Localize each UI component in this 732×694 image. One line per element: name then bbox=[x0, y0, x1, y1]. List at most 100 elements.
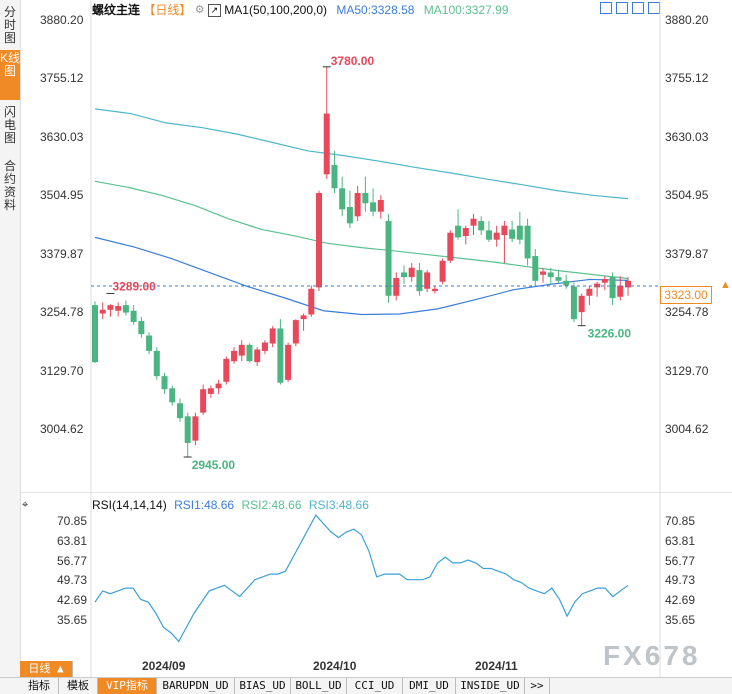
tab-vip-indicators[interactable]: VIP指标 bbox=[98, 678, 157, 694]
candle[interactable] bbox=[509, 221, 516, 243]
candle[interactable] bbox=[393, 272, 400, 301]
candle[interactable] bbox=[115, 302, 122, 317]
candle[interactable] bbox=[316, 190, 323, 292]
candle[interactable] bbox=[385, 214, 392, 303]
candle[interactable] bbox=[107, 304, 114, 317]
tab-flash[interactable]: 闪电图 bbox=[3, 105, 16, 145]
candle[interactable] bbox=[594, 281, 601, 297]
candle[interactable] bbox=[269, 326, 276, 348]
candle[interactable] bbox=[485, 221, 492, 243]
candle[interactable] bbox=[455, 209, 462, 240]
candle[interactable] bbox=[176, 398, 183, 422]
candle[interactable] bbox=[169, 385, 176, 406]
tab-cci[interactable]: CCI_UD bbox=[347, 678, 403, 694]
candle[interactable] bbox=[362, 176, 369, 212]
candle[interactable] bbox=[470, 214, 477, 236]
candle[interactable] bbox=[339, 176, 346, 217]
candle[interactable] bbox=[617, 276, 624, 301]
rsi-tick-right: 49.73 bbox=[665, 573, 696, 588]
left-tab-bar: 分时图 K线图 闪电图 合约资料 bbox=[0, 0, 21, 693]
candle[interactable] bbox=[346, 190, 353, 229]
ma-toggle-icon[interactable]: ↗ bbox=[207, 3, 221, 17]
tab-bias[interactable]: BIAS_UD bbox=[235, 678, 291, 694]
zoom-in-icon[interactable] bbox=[632, 2, 644, 14]
candle[interactable] bbox=[331, 150, 338, 193]
tab-indicators[interactable]: 指标 bbox=[20, 678, 59, 694]
more-tabs-button[interactable]: >> bbox=[525, 678, 550, 694]
candle[interactable] bbox=[285, 342, 292, 383]
rsi-chart[interactable] bbox=[0, 493, 732, 677]
tab-period-daily[interactable]: 日线 ▲ bbox=[20, 661, 73, 677]
candle[interactable] bbox=[408, 263, 415, 282]
move-icon[interactable] bbox=[600, 2, 612, 14]
tab-kline[interactable]: K线图 bbox=[0, 50, 20, 100]
candle[interactable] bbox=[547, 267, 554, 285]
candle[interactable] bbox=[563, 274, 570, 289]
tab-barupdn[interactable]: BARUPDN_UD bbox=[157, 678, 235, 694]
candle[interactable] bbox=[254, 347, 261, 366]
candle[interactable] bbox=[377, 195, 384, 219]
candle[interactable] bbox=[478, 216, 485, 236]
settings-gear-icon[interactable]: ⚙ bbox=[194, 4, 205, 16]
tab-dmi[interactable]: DMI_UD bbox=[403, 678, 456, 694]
candle[interactable] bbox=[238, 340, 245, 362]
price-tick-right: 3129.70 bbox=[665, 363, 709, 378]
rsi-label: RSI(14,14,14) bbox=[92, 498, 167, 512]
candle[interactable] bbox=[146, 332, 153, 355]
candle[interactable] bbox=[540, 267, 547, 283]
candle[interactable] bbox=[439, 258, 446, 285]
candle[interactable] bbox=[424, 270, 431, 293]
candle[interactable] bbox=[122, 300, 129, 316]
candle[interactable] bbox=[323, 66, 330, 179]
candle[interactable] bbox=[400, 265, 407, 285]
candle[interactable] bbox=[246, 343, 253, 363]
candle[interactable] bbox=[200, 384, 207, 415]
candle[interactable] bbox=[223, 356, 230, 385]
ma50-value: MA50:3328.58 bbox=[336, 3, 415, 17]
candle[interactable] bbox=[277, 319, 284, 385]
candle[interactable] bbox=[138, 316, 145, 338]
candle[interactable] bbox=[261, 340, 268, 355]
tab-timeshare[interactable]: 分时图 bbox=[3, 5, 16, 45]
candle[interactable] bbox=[231, 347, 238, 364]
candle[interactable] bbox=[207, 385, 214, 398]
candle[interactable] bbox=[570, 282, 577, 322]
candle[interactable] bbox=[516, 211, 523, 245]
tab-boll[interactable]: BOLL_UD bbox=[291, 678, 347, 694]
candle[interactable] bbox=[292, 319, 299, 347]
candle[interactable] bbox=[161, 372, 168, 394]
candle[interactable] bbox=[447, 230, 454, 264]
candle[interactable] bbox=[462, 225, 469, 245]
candle[interactable] bbox=[578, 293, 585, 326]
candle[interactable] bbox=[431, 286, 438, 294]
candle[interactable] bbox=[555, 270, 562, 283]
candle[interactable] bbox=[501, 221, 508, 264]
candle[interactable] bbox=[586, 286, 593, 306]
candle[interactable] bbox=[416, 263, 423, 296]
tab-contract-info[interactable]: 合约资料 bbox=[3, 159, 16, 212]
candle[interactable] bbox=[300, 313, 307, 331]
candle[interactable] bbox=[532, 249, 539, 287]
candle[interactable] bbox=[192, 412, 199, 446]
candle[interactable] bbox=[92, 301, 98, 364]
tab-templates[interactable]: 模板 bbox=[59, 678, 98, 694]
candlestick-chart[interactable]: 3780.00 2945.00 3289.00 3226.00 bbox=[0, 0, 732, 493]
candle[interactable] bbox=[308, 285, 315, 317]
candle[interactable] bbox=[130, 305, 137, 325]
candle[interactable] bbox=[370, 188, 377, 217]
candle[interactable] bbox=[524, 218, 531, 266]
rsi1-value: RSI1:48.66 bbox=[174, 498, 235, 512]
candle[interactable] bbox=[215, 379, 222, 394]
candle[interactable] bbox=[609, 272, 616, 306]
period-label[interactable]: 【日线】 bbox=[143, 3, 192, 17]
zoom-out-icon[interactable] bbox=[616, 2, 628, 14]
candle[interactable] bbox=[99, 302, 106, 320]
candle[interactable] bbox=[153, 347, 160, 380]
alert-icon[interactable]: ▲ bbox=[720, 279, 731, 291]
tab-inside[interactable]: INSIDE_UD bbox=[456, 678, 525, 694]
crosshair-icon[interactable]: ⌖ bbox=[22, 499, 29, 511]
candle[interactable] bbox=[184, 412, 191, 457]
candle[interactable] bbox=[601, 276, 608, 291]
candle[interactable] bbox=[354, 185, 361, 222]
candle[interactable] bbox=[493, 225, 500, 247]
